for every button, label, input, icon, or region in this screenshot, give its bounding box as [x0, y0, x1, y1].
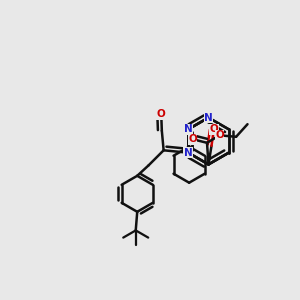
Text: N: N: [184, 124, 193, 134]
Text: N: N: [204, 112, 213, 123]
Text: O: O: [188, 134, 197, 144]
Text: N: N: [184, 148, 193, 158]
Text: O: O: [209, 124, 218, 134]
Text: O: O: [215, 130, 224, 140]
Text: N: N: [184, 148, 193, 158]
Text: O: O: [157, 109, 166, 119]
